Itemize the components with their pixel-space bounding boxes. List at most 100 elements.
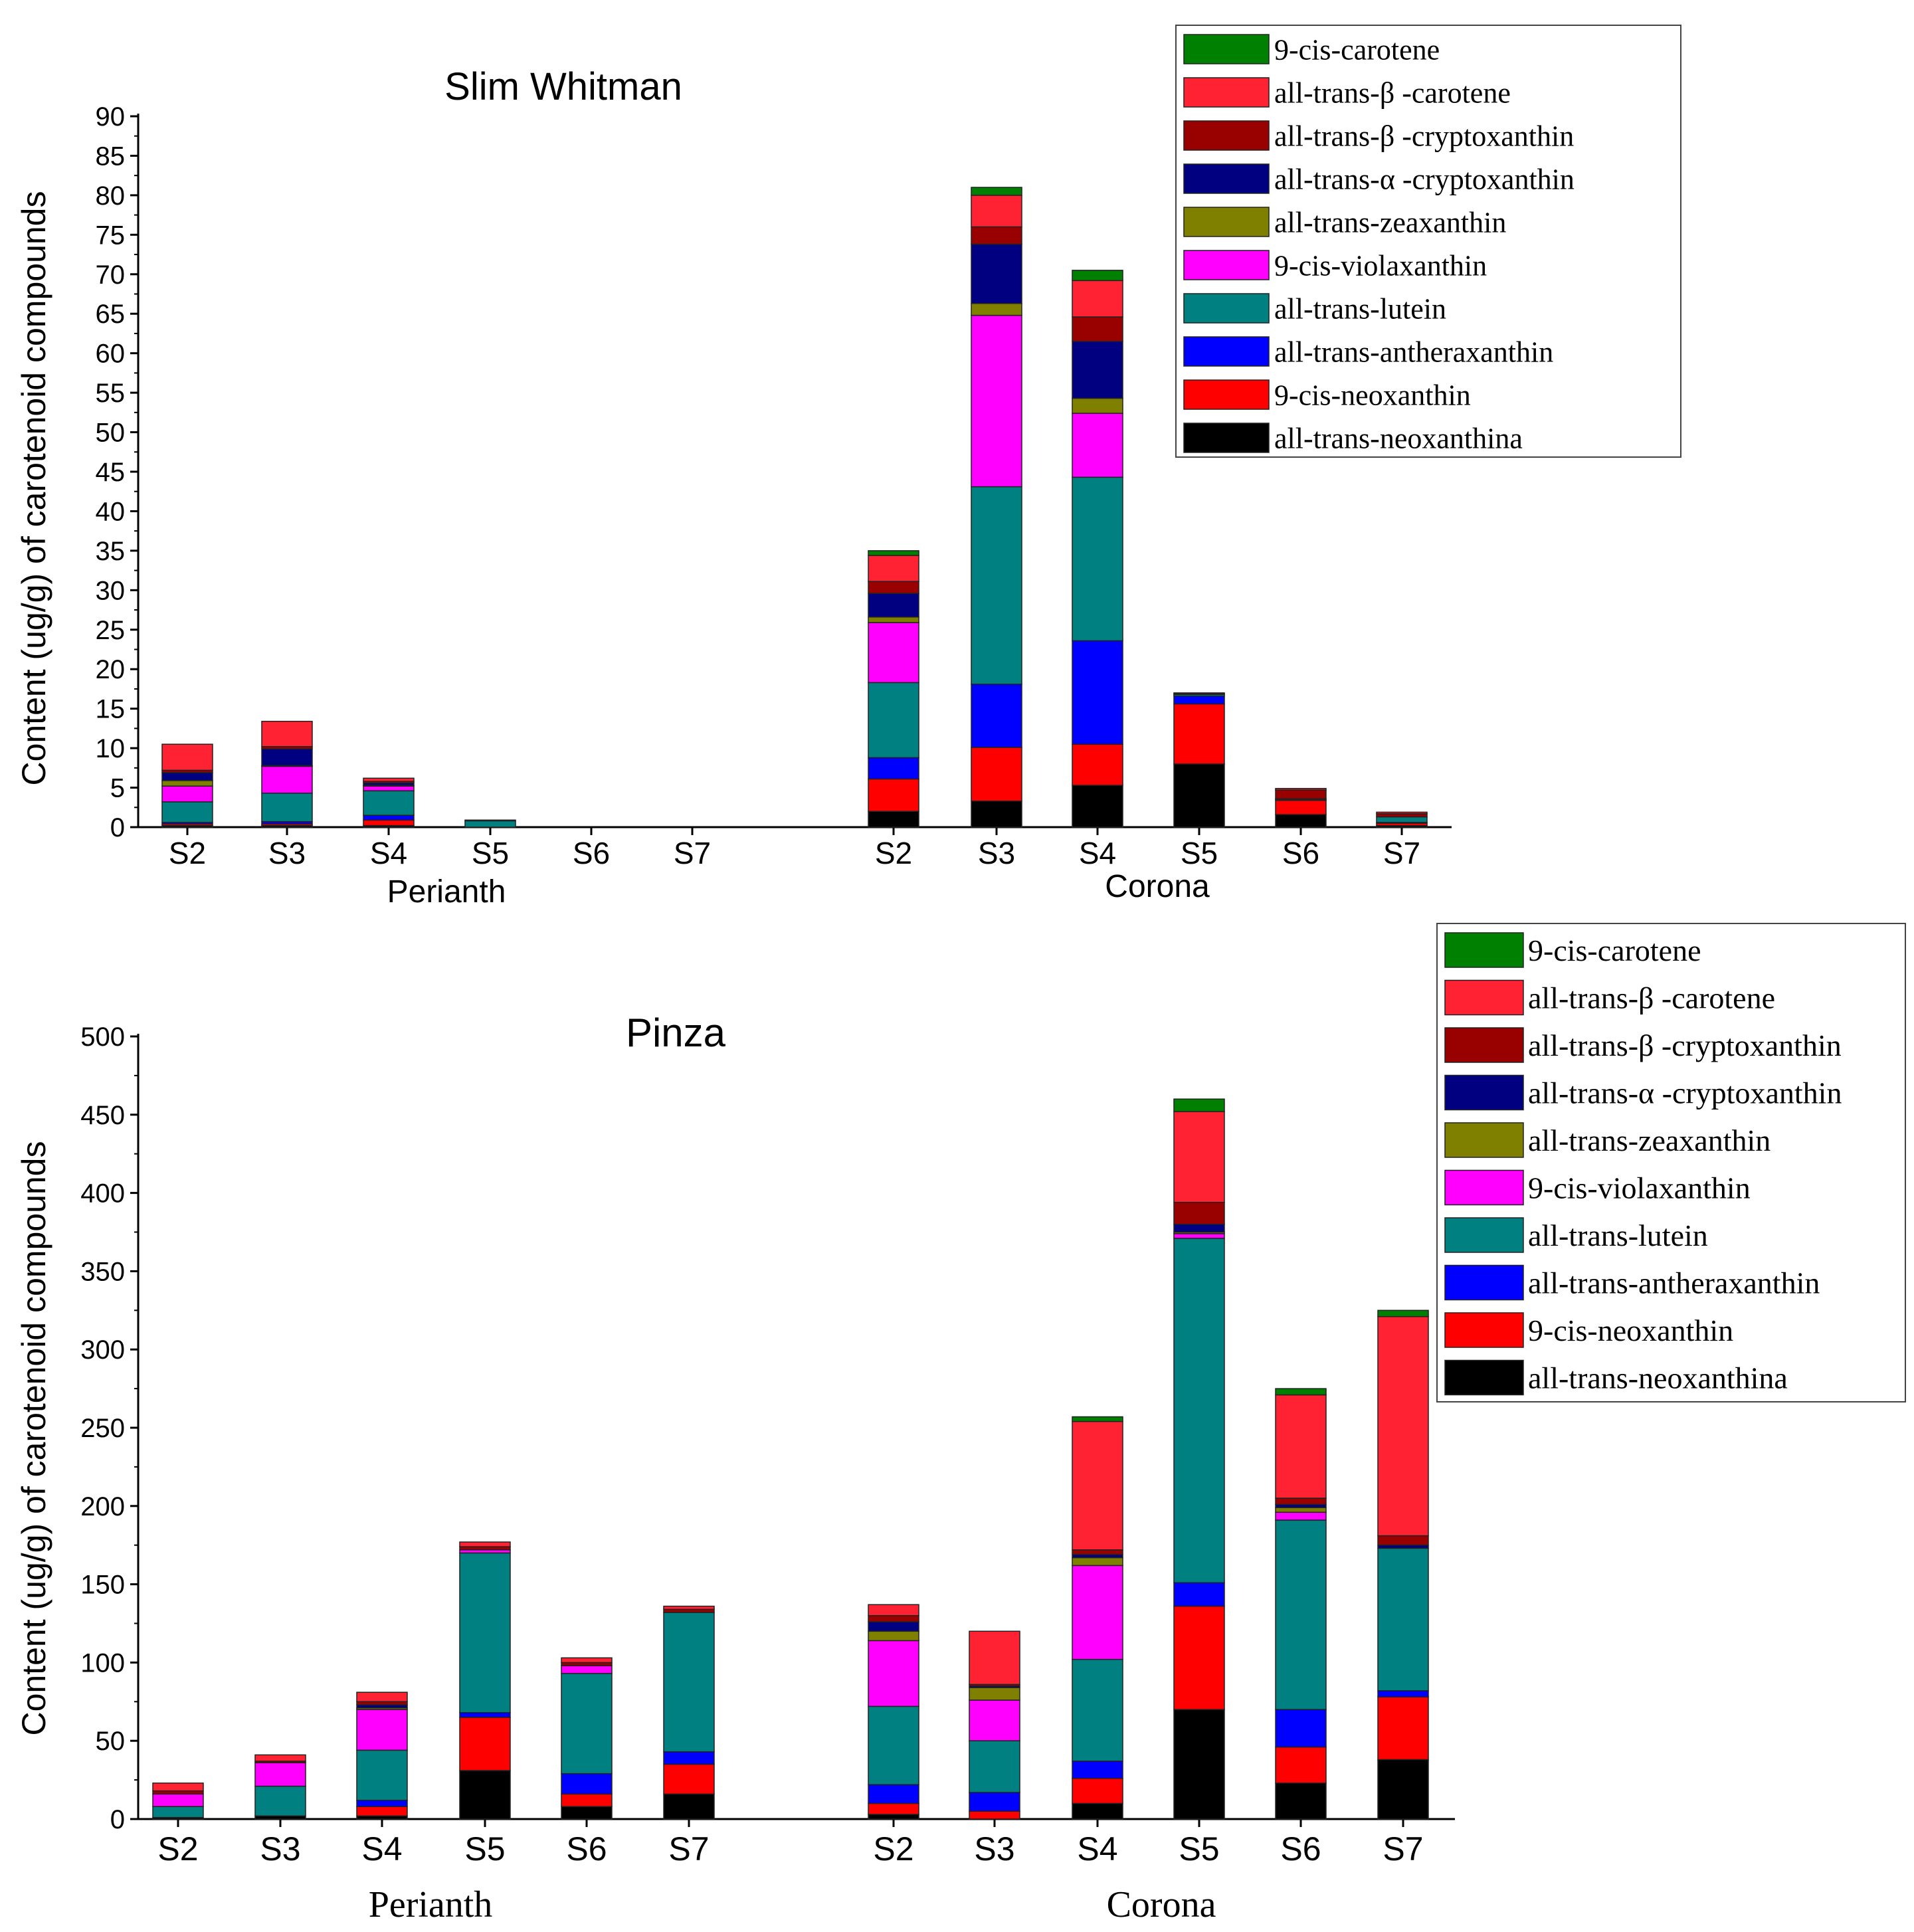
x-tick-label: S7 (1383, 1830, 1423, 1868)
legend-label: 9-cis-neoxanthin (1274, 379, 1471, 411)
bar-segment (1173, 692, 1225, 694)
bar-segment (363, 777, 415, 782)
legend-swatch (1444, 1169, 1524, 1206)
bar-segment (459, 1552, 511, 1713)
x-tick-label: S6 (573, 836, 610, 870)
legend-swatch (1444, 1359, 1524, 1396)
bar-segment (459, 1717, 511, 1771)
x-tick-label: S2 (873, 1830, 913, 1868)
bar-segment (1275, 1519, 1327, 1710)
bar-segment (1377, 1696, 1429, 1761)
bar-segment (868, 1630, 919, 1642)
bar-segment (969, 1687, 1020, 1701)
chart-pinza: Pinza Content (ug/g) of carotenoid compo… (15, 923, 1906, 1925)
bar-segment (971, 684, 1022, 748)
legend-label: all-trans-antheraxanthin (1274, 336, 1553, 368)
bar-segment (1072, 743, 1123, 786)
bar-segment (561, 1665, 613, 1674)
legend-label: all-trans-lutein (1274, 292, 1446, 325)
bar-segment (1072, 270, 1123, 282)
bar-segment (1173, 703, 1225, 765)
bar-segment (161, 785, 213, 803)
y-tick-label: 80 (96, 181, 126, 211)
bar-segment (1173, 1582, 1225, 1607)
x-tick-label: S4 (370, 836, 407, 870)
bar-segment (464, 819, 516, 822)
bar-segment (868, 593, 919, 618)
bar-segment (161, 743, 213, 771)
x-tick-label: S5 (1179, 1830, 1219, 1868)
chart-title: Slim Whitman (444, 65, 682, 108)
bar-segment (459, 1770, 511, 1820)
y-axis-label: Content (ug/g) of carotenoid compounds (15, 1141, 52, 1736)
bar-segment (1377, 1309, 1429, 1317)
bar-segment (868, 1604, 919, 1616)
legend-swatch (1183, 163, 1270, 194)
x-tick-label: S2 (157, 1830, 198, 1868)
bar-segment (971, 195, 1022, 228)
y-tick-label: 5 (110, 774, 125, 803)
bar-segment (356, 1799, 408, 1807)
bar-segment (161, 780, 213, 787)
y-tick-label: 85 (96, 142, 126, 171)
legend-label: all-trans-β -carotene (1528, 981, 1775, 1015)
bar-segment (663, 1612, 715, 1753)
bar-segment (1376, 816, 1428, 823)
group-label: Perianth (387, 874, 506, 910)
bar-segment (868, 1614, 919, 1622)
bar-segment (868, 581, 919, 594)
bar-segment (1173, 1223, 1225, 1233)
y-tick-label: 30 (96, 576, 126, 605)
y-tick-label: 100 (80, 1648, 125, 1678)
legend-label: all-trans-α -cryptoxanthin (1528, 1076, 1842, 1110)
legend-label: 9-cis-violaxanthin (1528, 1171, 1751, 1205)
legend-swatch (1183, 34, 1270, 64)
bar-segment (363, 815, 415, 821)
y-tick-label: 450 (80, 1101, 125, 1130)
bar-segment (561, 1793, 613, 1807)
bar-segment (464, 820, 516, 828)
bar-segment (1376, 811, 1428, 815)
y-tick-label: 500 (80, 1022, 125, 1052)
x-tick-label: S5 (472, 836, 509, 870)
bar-segment (1072, 341, 1123, 399)
legend-label: 9-cis-neoxanthin (1528, 1313, 1733, 1347)
bar-segment (971, 801, 1022, 828)
legend-label: all-trans-antheraxanthin (1528, 1266, 1820, 1300)
bar-segment (261, 765, 313, 794)
bar-segment (561, 1657, 613, 1664)
bar-segment (1072, 397, 1123, 414)
bar-segment (868, 811, 919, 828)
group-label: Perianth (369, 1884, 493, 1925)
bar-segment (969, 1792, 1020, 1812)
x-tick-label: S3 (974, 1830, 1014, 1868)
bar-segment (1275, 787, 1327, 791)
bar-segment (868, 1705, 919, 1785)
bar-segment (1377, 1759, 1429, 1820)
bar-segment (969, 1810, 1020, 1820)
y-tick-label: 70 (96, 260, 126, 290)
legend-label: 9-cis-violaxanthin (1274, 249, 1487, 282)
bar-segment (1173, 1238, 1225, 1583)
bar-segment (152, 1783, 204, 1792)
bar-segment (1377, 1535, 1429, 1546)
bar-segment (1275, 1783, 1327, 1820)
y-tick-label: 0 (110, 813, 125, 842)
y-tick-label: 35 (96, 537, 126, 566)
y-tick-label: 60 (96, 339, 126, 369)
bar-segment (261, 748, 313, 767)
y-tick-label: 40 (96, 497, 126, 526)
bar-segment (459, 1541, 511, 1547)
bar-segment (1275, 1388, 1327, 1396)
y-tick-label: 200 (80, 1492, 125, 1521)
legend-label: all-trans-neoxanthina (1274, 422, 1523, 454)
y-tick-label: 400 (80, 1179, 125, 1208)
y-tick-label: 90 (96, 102, 126, 132)
bar-segment (1072, 413, 1123, 478)
legend-swatch (1183, 336, 1270, 367)
bar-segment (356, 1806, 408, 1817)
bar-segment (459, 1712, 511, 1718)
bar-segment (363, 790, 415, 816)
y-tick-label: 75 (96, 221, 126, 250)
